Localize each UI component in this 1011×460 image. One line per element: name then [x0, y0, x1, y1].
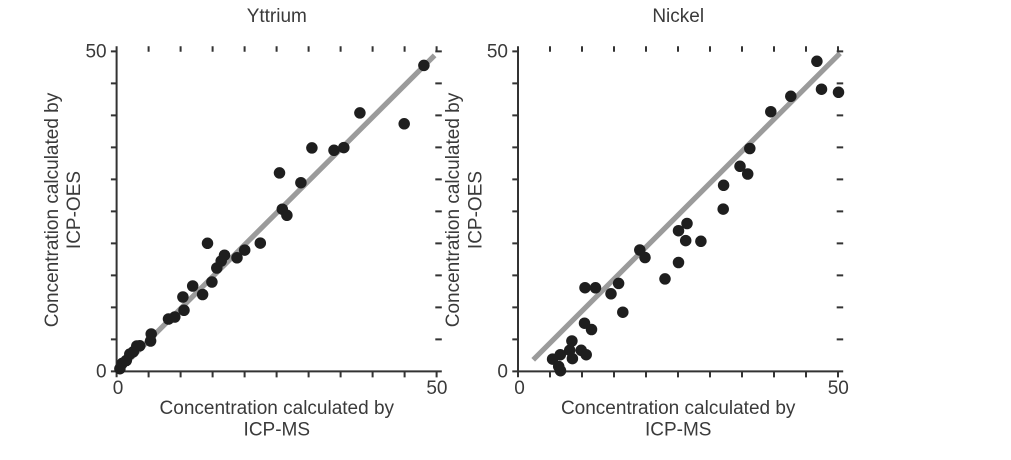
svg-text:Concentration calculated by: Concentration calculated by — [561, 398, 796, 419]
svg-text:0: 0 — [497, 362, 508, 383]
svg-text:Concentration calculated by: Concentration calculated by — [42, 92, 63, 327]
svg-text:ICP-MS: ICP-MS — [645, 420, 712, 441]
svg-text:Yttrium: Yttrium — [247, 6, 307, 27]
svg-text:50: 50 — [828, 378, 849, 399]
svg-text:ICP-OES: ICP-OES — [466, 171, 487, 249]
svg-text:50: 50 — [487, 42, 508, 63]
svg-text:ICP-MS: ICP-MS — [244, 420, 311, 441]
svg-text:Concentration calculated by: Concentration calculated by — [443, 92, 464, 327]
svg-text:Concentration calculated by: Concentration calculated by — [160, 398, 395, 419]
svg-text:50: 50 — [426, 378, 447, 399]
svg-text:0: 0 — [113, 378, 124, 399]
svg-text:50: 50 — [85, 42, 106, 63]
svg-text:0: 0 — [514, 378, 525, 399]
svg-text:0: 0 — [96, 362, 107, 383]
svg-text:ICP-OES: ICP-OES — [64, 171, 85, 249]
svg-text:Nickel: Nickel — [652, 6, 704, 27]
